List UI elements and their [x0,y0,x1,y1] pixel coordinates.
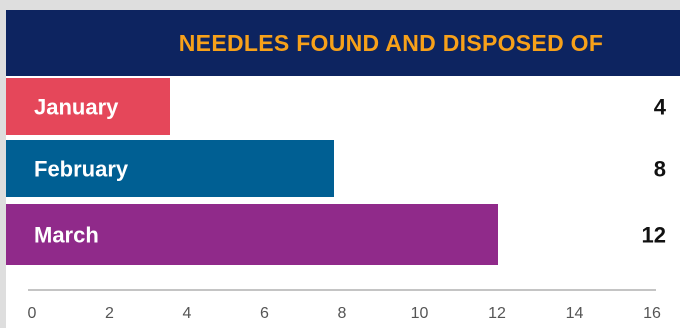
bar-march [6,204,498,265]
chart-title: NEEDLES FOUND AND DISPOSED OF [178,29,604,56]
bar-category-label: March [34,223,99,248]
bar-february [6,140,334,197]
x-tick-label: 0 [28,305,37,322]
bar-category-label: January [34,95,119,120]
bar-january [6,78,170,135]
bar-category-label: February [34,157,129,182]
x-tick-label: 14 [566,305,584,322]
x-tick-label: 6 [260,305,269,322]
x-tick-label: 10 [411,305,429,322]
x-tick-label: 8 [338,305,347,322]
bar-chart: January 4 February 8 March 12 0 2 4 6 8 10 12 14 16 [6,78,667,322]
chart-title-banner: NEEDLES FOUND AND DISPOSED OF [6,10,680,76]
chart-frame: NEEDLES FOUND AND DISPOSED OF January 4 Fe… [6,10,680,328]
bar-value-label: 12 [642,223,666,248]
x-tick-label: 4 [183,305,192,322]
bar-value-label: 4 [654,95,667,120]
bar-value-label: 8 [654,157,666,182]
x-tick-label: 2 [105,305,114,322]
x-tick-label: 12 [488,305,506,322]
x-tick-label: 16 [643,305,661,322]
